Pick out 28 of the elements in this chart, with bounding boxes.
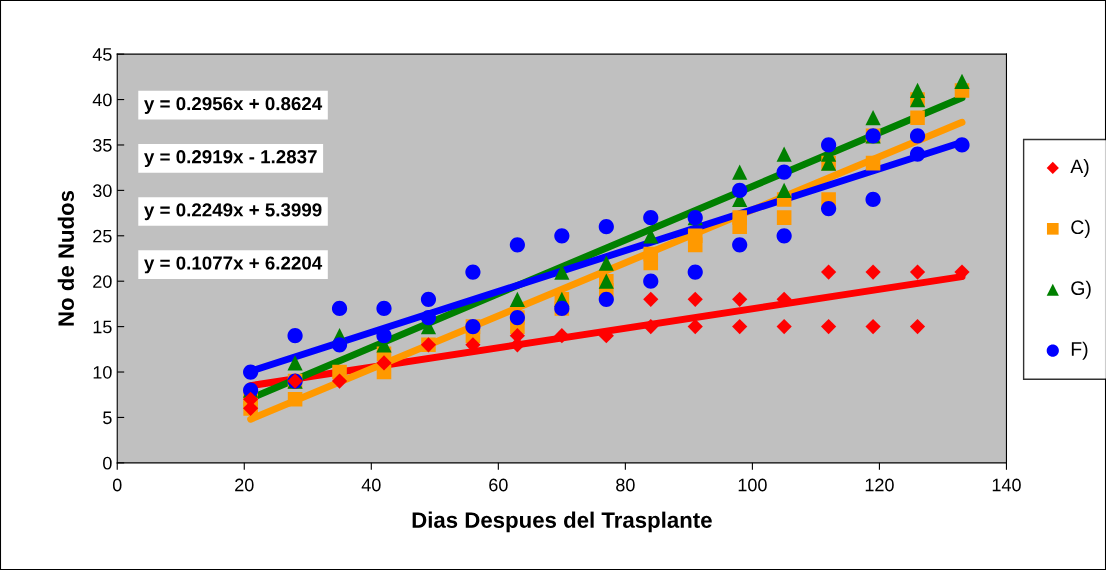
x-tick-label: 120 (865, 478, 894, 492)
y-tick-label: 15 (93, 320, 112, 334)
x-tick-label: 0 (112, 478, 122, 492)
x-tick-label: 40 (361, 478, 381, 492)
y-tick-label: 35 (92, 138, 112, 152)
y-tick-label: 30 (92, 184, 112, 198)
legend-label: A) (1070, 158, 1089, 178)
legend-label: F) (1071, 341, 1088, 360)
x-tick-label: 80 (616, 478, 635, 492)
x-tick-label: 20 (235, 478, 254, 492)
y-axis-title: No de Nudos (57, 190, 75, 326)
y-tick-label: 45 (92, 48, 112, 61)
x-tick-label: 140 (992, 478, 1021, 492)
annotation: y = 0.2956x + 0.8624 (144, 96, 323, 114)
y-tick-label: 5 (103, 411, 112, 425)
annotation: y = 0.1077x + 6.2204 (144, 256, 323, 274)
y-tick-label: 10 (93, 365, 112, 379)
y-tick-label: 20 (93, 275, 112, 288)
y-tick-label: 25 (93, 229, 112, 243)
legend-label: C) (1071, 219, 1090, 238)
x-tick-label: 60 (489, 478, 508, 492)
y-tick-label: 40 (92, 93, 112, 107)
x-axis-title: Dias Despues del Trasplante (412, 511, 712, 533)
legend-label: G) (1071, 280, 1091, 299)
annotation: y = 0.2249x + 5.3999 (144, 203, 322, 221)
x-tick-label: 100 (738, 478, 767, 492)
annotation: y = 0.2919x - 1.2837 (144, 150, 317, 168)
y-tick-label: 0 (103, 456, 112, 470)
